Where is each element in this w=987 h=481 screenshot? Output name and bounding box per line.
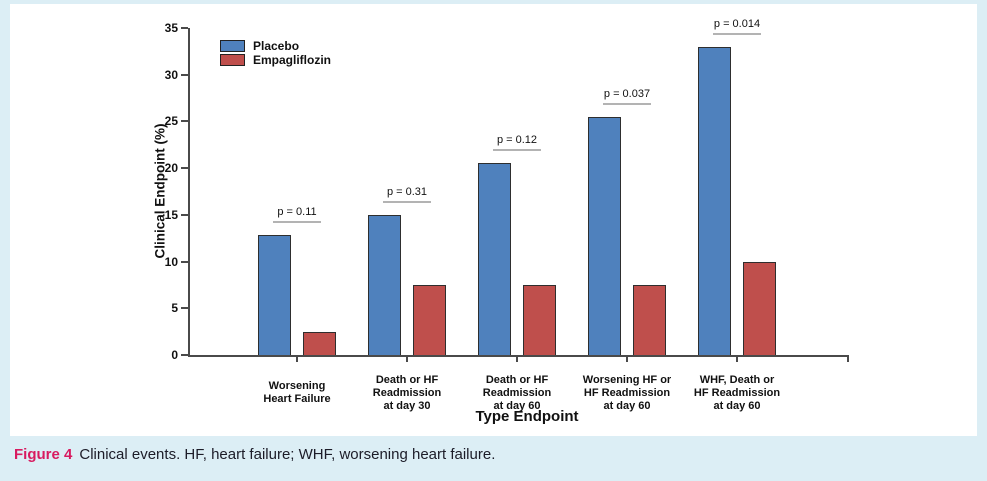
y-axis-title: Clinical Endpoint (%) (152, 123, 168, 259)
p-value-line (493, 149, 541, 151)
bar-placebo (588, 117, 621, 355)
y-axis-tick-label: 10 (164, 255, 178, 269)
p-value-line (273, 221, 321, 223)
figure-panel: Clinical Endpoint (%) Type Endpoint Plac… (10, 4, 977, 436)
p-value-label: p = 0.31 (386, 186, 428, 198)
x-category-label: Worsening Heart Failure (263, 380, 331, 405)
x-axis-end-tick (847, 357, 849, 362)
p-value-line (383, 201, 431, 203)
y-axis-tick-label: 30 (164, 68, 178, 82)
legend-label-placebo: Placebo (253, 39, 300, 53)
legend-item-placebo: Placebo (220, 40, 331, 52)
figure-caption: Figure 4 Clinical events. HF, heart failu… (14, 446, 495, 463)
legend-swatch-placebo (220, 40, 245, 52)
legend-swatch-empagliflozin (220, 54, 245, 66)
figure-caption-label: Figure 4 (14, 446, 73, 463)
bar-placebo (698, 47, 731, 355)
x-category-label: WHF, Death or HF Readmission at day 60 (693, 373, 781, 412)
x-axis-tick (406, 357, 408, 362)
x-axis-tick (296, 357, 298, 362)
figure-caption-text: Clinical events. HF, heart failure; WHF,… (79, 446, 496, 463)
x-axis-line (188, 355, 849, 357)
y-axis-line (188, 28, 190, 357)
y-axis-tick (181, 27, 188, 29)
p-value-line (713, 33, 761, 35)
bar-placebo (258, 235, 291, 355)
x-axis-tick (736, 357, 738, 362)
p-value-label: p = 0.014 (713, 18, 761, 30)
y-axis-tick (181, 307, 188, 309)
p-value-label: p = 0.12 (496, 134, 538, 146)
bar-chart: Clinical Endpoint (%) Type Endpoint Plac… (10, 4, 977, 436)
y-axis-tick (181, 167, 188, 169)
x-category-label: Death or HF Readmission at day 30 (372, 373, 442, 412)
y-axis-tick (181, 120, 188, 122)
y-axis-tick-label: 25 (164, 114, 178, 128)
y-axis-tick-label: 0 (171, 348, 178, 362)
chart-legend: Placebo Empagliflozin (220, 40, 331, 68)
x-axis-title: Type Endpoint (475, 408, 579, 425)
p-value-label: p = 0.11 (277, 206, 317, 218)
bar-empagliflozin (523, 285, 556, 355)
bar-empagliflozin (743, 262, 776, 355)
bar-empagliflozin (303, 332, 336, 355)
bar-empagliflozin (633, 285, 666, 355)
y-axis-tick (181, 74, 188, 76)
x-axis-tick (516, 357, 518, 362)
x-category-label: Death or HF Readmission at day 60 (482, 373, 552, 412)
bar-placebo (368, 215, 401, 355)
y-axis-tick-label: 20 (164, 161, 178, 175)
bar-placebo (478, 163, 511, 355)
p-value-line (603, 103, 651, 105)
y-axis-tick (181, 214, 188, 216)
legend-label-empagliflozin: Empagliflozin (253, 53, 331, 67)
x-category-label: Worsening HF or HF Readmission at day 60 (582, 373, 672, 412)
y-axis-tick-label: 35 (164, 21, 178, 35)
y-axis-tick-label: 5 (171, 301, 178, 315)
y-axis-tick-label: 15 (164, 208, 178, 222)
y-axis-tick (181, 261, 188, 263)
y-axis-tick (181, 354, 188, 356)
x-axis-tick (626, 357, 628, 362)
legend-item-empagliflozin: Empagliflozin (220, 54, 331, 66)
bar-empagliflozin (413, 285, 446, 355)
p-value-label: p = 0.037 (603, 88, 651, 100)
